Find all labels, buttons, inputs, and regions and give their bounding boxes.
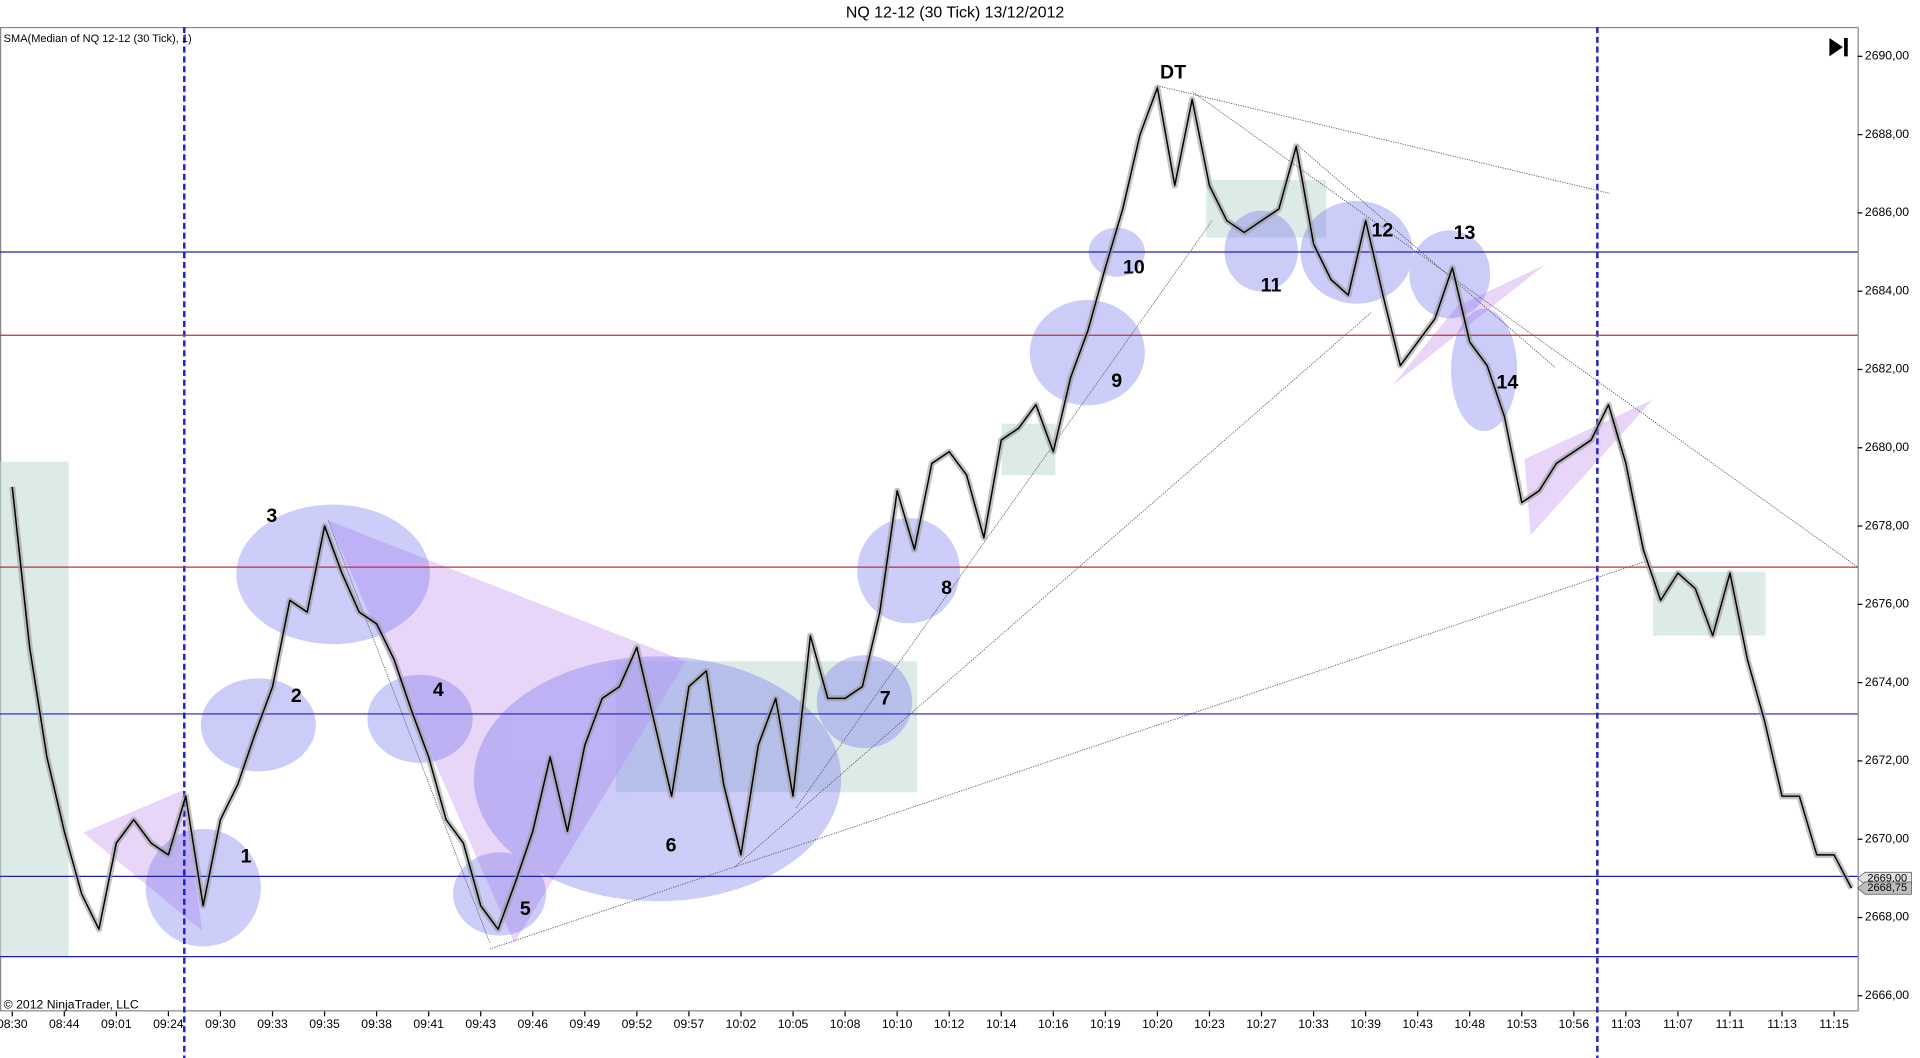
price-marker-label: 2669,00 [1867,872,1907,884]
x-tick-label: 09:35 [309,1017,340,1031]
y-tick-label: 2670,00 [1865,831,1909,845]
ellipse [367,674,473,763]
x-tick-label: 10:20 [1142,1017,1173,1031]
x-tick-label: 11:11 [1716,1017,1745,1031]
x-tick-label: 10:05 [778,1017,809,1031]
y-tick-label: 2686,00 [1865,205,1909,219]
scroll-end-icon[interactable] [1829,37,1843,57]
annotation: 1 [241,845,252,867]
ellipse [1029,300,1145,406]
triangle [1524,399,1654,536]
y-tick-label: 2690,00 [1865,49,1909,63]
annotation: 6 [666,834,677,856]
x-tick-label: 11:13 [1767,1017,1797,1031]
x-tick-label: 09:43 [465,1017,496,1031]
x-tick-label: 09:52 [622,1017,653,1031]
annotation: 2 [291,685,302,707]
y-tick-label: 2680,00 [1865,440,1909,454]
trend-line [1296,144,1556,368]
annotation: 14 [1496,371,1518,393]
annotation: 8 [941,577,952,599]
x-tick-label: 11:15 [1819,1017,1849,1031]
x-tick-label: 10:27 [1246,1017,1277,1031]
y-tick-label: 2672,00 [1865,753,1909,767]
x-tick-label: 09:57 [674,1017,705,1031]
y-tick-label: 2668,00 [1865,910,1909,924]
scroll-end-button[interactable] [1829,37,1848,57]
trend-line [489,560,1648,950]
x-tick-label: 09:38 [361,1017,392,1031]
y-tick-label: 2682,00 [1865,362,1909,376]
ellipse [453,852,547,936]
x-tick-label: 09:30 [205,1017,236,1031]
ellipse [1451,308,1518,432]
annotation: 9 [1111,370,1122,392]
annotation: DT [1160,62,1186,84]
indicator-label: SMA(Median of NQ 12-12 (30 Tick), 1) [4,33,192,45]
trend-line [734,311,1372,868]
y-tick-label: 2676,00 [1865,597,1909,611]
x-tick-label: 09:01 [101,1017,132,1031]
annotation: 7 [880,687,891,709]
chart-title: NQ 12-12 (30 Tick) 13/12/2012 [846,5,1065,22]
x-tick-label: 09:49 [570,1017,601,1031]
annotation: 13 [1454,222,1476,244]
triangle [83,789,203,931]
x-tick-label: 08:30 [0,1017,28,1031]
x-tick-label: 10:19 [1090,1017,1121,1031]
y-tick-label: 2684,00 [1865,283,1909,297]
x-tick-label: 10:16 [1038,1017,1069,1031]
scroll-end-icon[interactable] [1844,37,1848,57]
x-tick-label: 09:41 [413,1017,444,1031]
x-tick-label: 08:44 [49,1017,80,1031]
x-tick-label: 10:12 [934,1017,965,1031]
price-line [11,86,1853,931]
x-tick-label: 11:07 [1663,1017,1693,1031]
x-tick-label: 10:23 [1194,1017,1225,1031]
annotation: 12 [1372,220,1394,242]
x-tick-label: 09:24 [153,1017,184,1031]
ellipse [236,504,430,645]
annotation: 3 [266,505,277,527]
annotation: 5 [520,898,531,920]
trend-line [1157,85,1611,194]
copyright: © 2012 NinjaTrader, LLC [4,998,139,1012]
region-box [0,461,69,958]
y-tick-label: 2678,00 [1865,518,1909,532]
trend-line [1192,91,1858,568]
trend-line [795,220,1213,809]
triangle [328,520,686,943]
price-marker-label: 2668,75 [1867,882,1907,894]
x-tick-label: 09:46 [517,1017,548,1031]
x-tick-label: 10:43 [1402,1017,1433,1031]
x-tick-label: 10:14 [986,1017,1017,1031]
x-tick-label: 10:39 [1350,1017,1381,1031]
x-tick-label: 10:56 [1559,1017,1590,1031]
annotation: 11 [1261,275,1282,297]
trend-line [327,520,491,944]
y-tick-label: 2666,00 [1865,988,1909,1002]
y-tick-label: 2688,00 [1865,127,1909,141]
price-marker [1856,881,1912,895]
ellipse [473,656,842,902]
x-tick-label: 10:08 [830,1017,861,1031]
x-tick-label: 10:48 [1454,1017,1485,1031]
x-tick-label: 10:02 [726,1017,757,1031]
y-tick-label: 2674,00 [1865,675,1909,689]
annotation: 10 [1123,256,1145,278]
x-tick-label: 10:10 [882,1017,913,1031]
x-tick-label: 10:33 [1298,1017,1329,1031]
x-tick-label: 09:33 [257,1017,288,1031]
x-tick-label: 11:03 [1611,1017,1641,1031]
x-tick-label: 10:53 [1506,1017,1537,1031]
annotation: 4 [433,679,444,701]
